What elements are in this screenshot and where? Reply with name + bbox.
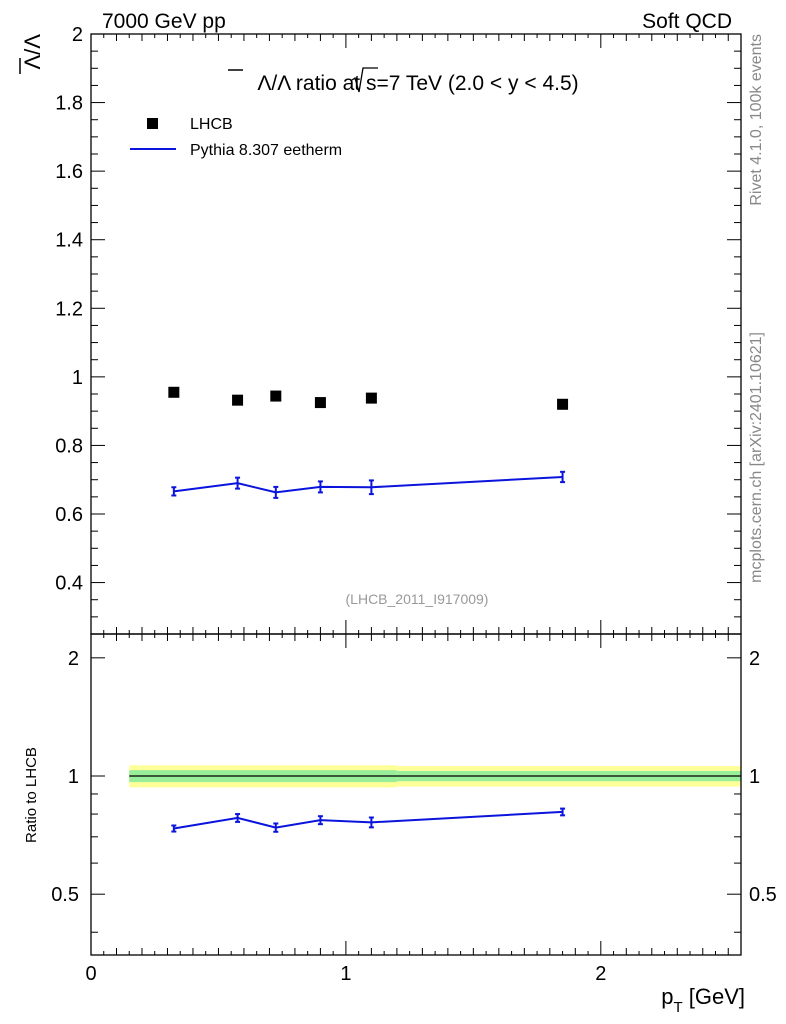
analysis-watermark: (LHCB_2011_I917009) <box>346 591 489 607</box>
x-tick-label: 0 <box>85 963 96 985</box>
title-decoration <box>19 58 378 93</box>
main-frame <box>90 33 742 635</box>
legend-label-lhcb: LHCB <box>190 116 233 133</box>
title-suffix: =7 TeV (2.0 < y < 4.5) <box>376 72 578 95</box>
header-left: 7000 GeV pp <box>102 10 226 33</box>
lhcb-point <box>270 390 282 402</box>
legend: LHCB Pythia 8.307 eetherm <box>130 116 342 159</box>
x-axis-label: pT [GeV] <box>661 984 745 1016</box>
ratio-pythia-line <box>173 810 563 830</box>
main-ytick-label: 1 <box>72 367 83 389</box>
lhcb-point <box>365 392 377 404</box>
ratio-ytick-label-left: 2 <box>68 648 79 670</box>
title-sqrt-sign <box>351 67 378 93</box>
main-ytick-label: 1.2 <box>55 298 83 320</box>
ratio-frame <box>90 633 742 956</box>
lhcb-point <box>557 398 569 410</box>
xlabel-unit: [GeV] <box>683 984 745 1009</box>
legend-label-pythia: Pythia 8.307 eetherm <box>190 142 342 159</box>
ratio-ytick-label-right: 2 <box>749 648 760 670</box>
main-panel: 0.4 0.6 0.8 1 1.2 1.4 1.6 1.8 2 <box>55 24 742 635</box>
main-ytick-label: 1.6 <box>55 161 83 183</box>
ratio-panel: 0 1 2 0.5 0.5 1 1 2 2 <box>51 633 777 985</box>
main-ylabel: Λ/Λ <box>20 34 45 70</box>
ratio-ytick-label-right: 1 <box>749 766 760 788</box>
main-ytick-label: 0.6 <box>55 504 83 526</box>
title-prefix: Λ/Λ ratio at <box>257 72 366 95</box>
lhcb-point <box>168 386 180 398</box>
main-ytick-label: 0.4 <box>55 573 83 595</box>
lhcb-point <box>314 397 326 409</box>
ratio-ytick-label-left: 0.5 <box>51 884 79 906</box>
lhcb-point <box>232 394 244 406</box>
ratio-ytick-label-right: 0.5 <box>749 884 777 906</box>
x-tick-label: 1 <box>340 963 351 985</box>
xlabel-sub: T <box>673 999 682 1016</box>
x-tick-label: 2 <box>595 963 606 985</box>
ratio-ytick-label-left: 1 <box>68 766 79 788</box>
main-ytick-label: 1.8 <box>55 93 83 115</box>
main-ytick-label: 1.4 <box>55 230 83 252</box>
source-label: mcplots.cern.ch [arXiv:2401.10621] <box>748 332 765 583</box>
xlabel-main: p <box>661 984 673 1009</box>
rivet-label: Rivet 4.1.0, 100k events <box>748 34 765 206</box>
ratio-ylabel: Ratio to LHCB <box>23 747 40 843</box>
legend-marker-lhcb <box>147 118 158 129</box>
main-ytick-label: 2 <box>72 24 83 46</box>
title-sqrt-s: s <box>366 72 377 95</box>
main-ytick-label: 0.8 <box>55 435 83 457</box>
header-right: Soft QCD <box>642 10 732 33</box>
pythia-line <box>173 475 563 494</box>
main-title: Λ/Λ ratio at s=7 TeV (2.0 < y < 4.5) <box>257 72 578 95</box>
